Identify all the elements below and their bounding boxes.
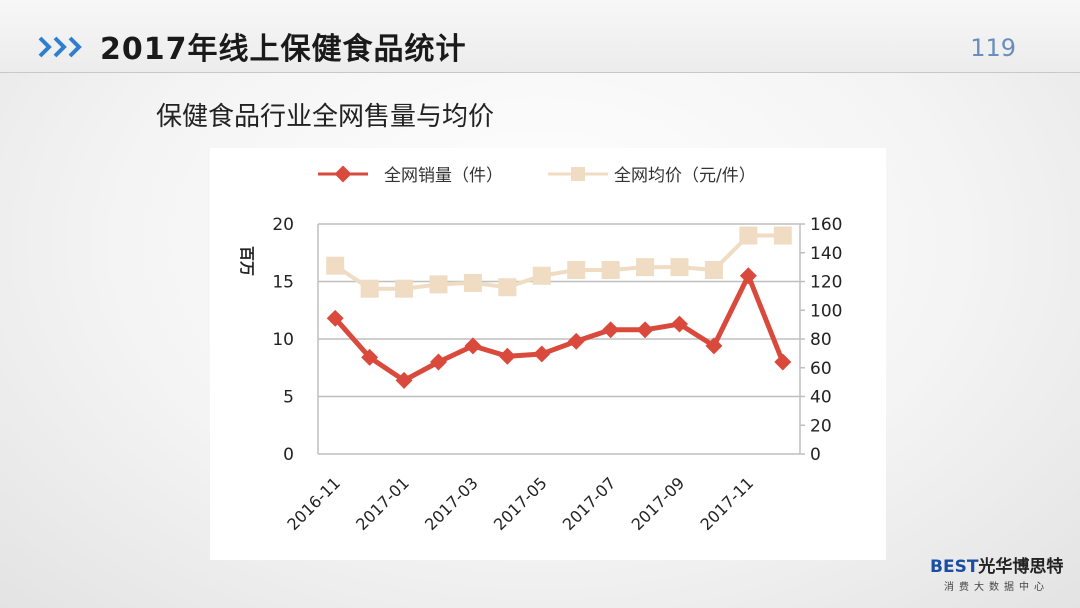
volume-point bbox=[361, 348, 379, 366]
right-tick-label: 20 bbox=[810, 416, 832, 436]
right-tick-label: 40 bbox=[810, 388, 832, 408]
left-tick-label: 15 bbox=[272, 273, 294, 293]
legend-marker-price bbox=[571, 167, 585, 181]
volume-point bbox=[430, 353, 447, 371]
x-tick-label: 2017-07 bbox=[559, 473, 620, 534]
legend-marker-volume bbox=[334, 165, 352, 183]
legend-label-volume: 全网销量（件） bbox=[384, 166, 503, 186]
left-tick-label: 5 bbox=[283, 388, 294, 408]
volume-point bbox=[464, 337, 482, 355]
left-tick-label: 0 bbox=[283, 445, 294, 465]
price-point bbox=[601, 261, 620, 279]
right-axis-ticks: 0 20 40 60 80 100 120 140 160 bbox=[800, 215, 842, 465]
price-point bbox=[636, 258, 655, 277]
price-point bbox=[670, 258, 689, 277]
x-tick-label: 2017-11 bbox=[696, 473, 757, 534]
right-tick-label: 0 bbox=[810, 445, 821, 465]
logo-tagline: 消费大数据中心 bbox=[944, 582, 1049, 593]
price-point bbox=[773, 226, 792, 245]
volume-point bbox=[395, 371, 413, 389]
price-point bbox=[498, 278, 517, 297]
volume-point bbox=[567, 332, 585, 350]
right-tick-label: 80 bbox=[810, 330, 832, 350]
price-point bbox=[532, 266, 551, 285]
price-point bbox=[429, 275, 448, 294]
x-tick-label: 2017-09 bbox=[628, 473, 689, 534]
price-point bbox=[739, 226, 758, 245]
right-tick-label: 140 bbox=[810, 244, 842, 264]
x-tick-label: 2016-11 bbox=[283, 473, 344, 534]
legend-label-price: 全网均价（元/件） bbox=[614, 166, 756, 186]
volume-point bbox=[533, 345, 551, 363]
chart-legend: 全网销量（件） 全网均价（元/件） bbox=[318, 165, 756, 186]
chevrons-icon bbox=[38, 36, 82, 58]
brand-logo: BEST光华博思特 消费大数据中心 bbox=[930, 552, 1070, 593]
x-axis-ticks: 2016-11 2017-01 2017-03 2017-05 2017-07 2017-… bbox=[283, 473, 757, 534]
price-point bbox=[326, 256, 345, 275]
left-axis-label: 百万 bbox=[238, 246, 256, 276]
logo-name: 光华博思特 bbox=[978, 557, 1064, 577]
chart-panel: 0 5 10 15 20 0 20 40 60 80 100 120 140 160 2016-11 20… bbox=[210, 148, 886, 560]
volume-point bbox=[326, 309, 344, 327]
left-tick-label: 20 bbox=[272, 215, 294, 235]
left-tick-label: 10 bbox=[272, 330, 294, 350]
volume-series-line bbox=[333, 273, 786, 383]
x-tick-label: 2017-05 bbox=[490, 473, 551, 534]
slide-header: 2017年线上保健食品统计 119 bbox=[0, 0, 1080, 73]
right-tick-label: 100 bbox=[810, 301, 842, 321]
left-axis-ticks: 0 5 10 15 20 bbox=[272, 215, 294, 465]
right-tick-label: 120 bbox=[810, 273, 842, 293]
volume-point bbox=[774, 353, 792, 371]
right-tick-label: 160 bbox=[810, 215, 842, 235]
volume-point bbox=[671, 315, 688, 333]
x-tick-label: 2017-03 bbox=[421, 473, 482, 534]
volume-point bbox=[602, 321, 620, 339]
page-number: 119 bbox=[970, 34, 1016, 62]
right-tick-label: 60 bbox=[810, 359, 832, 379]
price-point bbox=[360, 279, 379, 298]
series-layer bbox=[326, 226, 792, 389]
x-tick-label: 2017-01 bbox=[352, 473, 413, 534]
volume-point bbox=[636, 321, 654, 339]
volume-point bbox=[705, 337, 723, 355]
logo-mark: BEST bbox=[930, 557, 979, 577]
chart-subtitle: 保健食品行业全网售量与均价 bbox=[156, 102, 495, 132]
price-point bbox=[463, 273, 482, 292]
volume-point bbox=[739, 267, 757, 285]
volume-point bbox=[498, 347, 516, 365]
price-point bbox=[704, 261, 723, 279]
price-point bbox=[567, 261, 586, 279]
page-title: 2017年线上保健食品统计 bbox=[100, 32, 467, 67]
price-point bbox=[395, 279, 414, 298]
